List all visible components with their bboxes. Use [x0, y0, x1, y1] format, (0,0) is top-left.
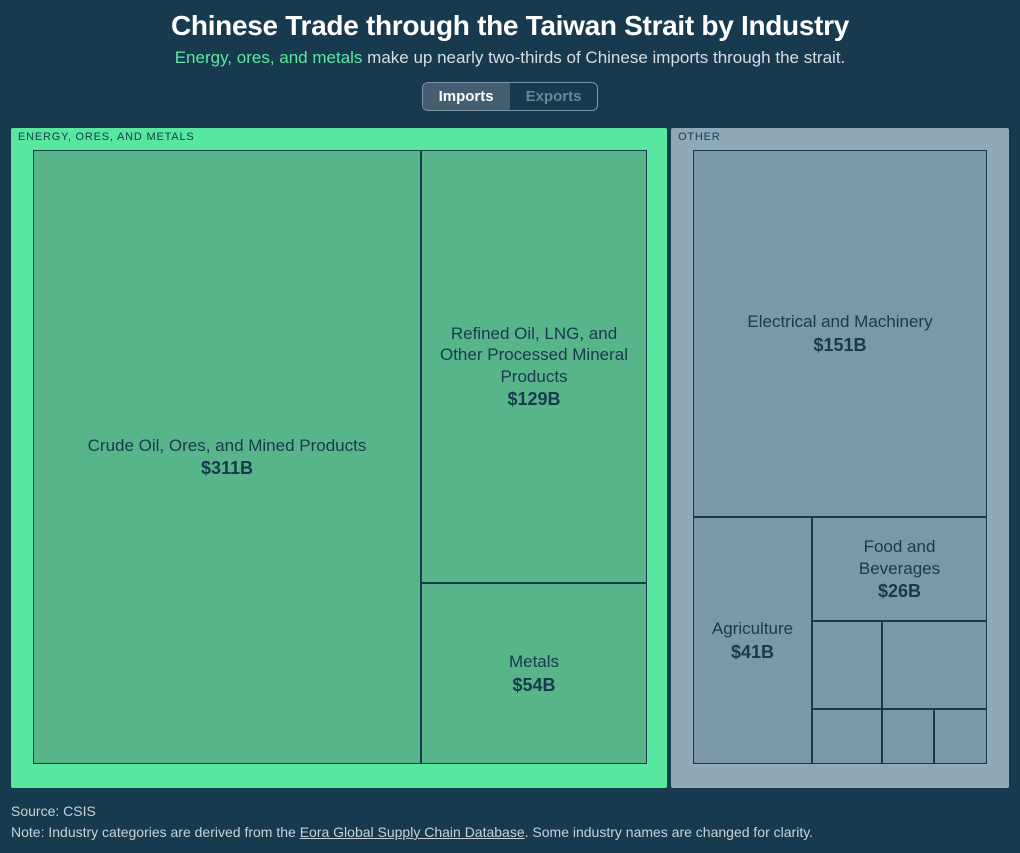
treemap: ENERGY, ORES, AND METALS Crude Oil, Ores,…	[11, 128, 1009, 788]
treemap-cell-agri[interactable]: Agriculture $41B	[693, 517, 812, 764]
treemap-cell-value: $129B	[507, 389, 560, 410]
treemap-cell-small4[interactable]	[934, 709, 987, 764]
tab-exports[interactable]: Exports	[510, 83, 598, 110]
footer-note-prefix: Note: Industry categories are derived fr…	[11, 824, 300, 840]
footer: Source: CSIS Note: Industry categories a…	[11, 801, 813, 843]
treemap-cell-label: Crude Oil, Ores, and Mined Products	[88, 435, 367, 456]
treemap-cell-elec[interactable]: Electrical and Machinery $151B	[693, 150, 987, 517]
treemap-cell-small2[interactable]	[882, 621, 987, 709]
treemap-cell-value: $151B	[813, 335, 866, 356]
treemap-cell-refined[interactable]: Refined Oil, LNG, and Other Processed Mi…	[421, 150, 647, 583]
treemap-group-label: ENERGY, ORES, AND METALS	[18, 131, 195, 143]
treemap-cell-label: Agriculture	[712, 618, 793, 639]
tab-group-wrap: Imports Exports	[0, 82, 1020, 111]
treemap-cell-value: $41B	[731, 642, 774, 663]
treemap-cell-food[interactable]: Food and Beverages$26B	[812, 517, 987, 621]
footer-source: Source: CSIS	[11, 801, 813, 822]
treemap-cell-small5[interactable]	[812, 709, 882, 764]
page-title: Chinese Trade through the Taiwan Strait …	[0, 0, 1020, 42]
treemap-cell-crude[interactable]: Crude Oil, Ores, and Mined Products$311B	[33, 150, 421, 764]
subtitle-rest: make up nearly two-thirds of Chinese imp…	[362, 48, 845, 67]
treemap-cell-label: Electrical and Machinery	[747, 311, 932, 332]
treemap-cell-small3[interactable]	[882, 709, 934, 764]
treemap-group-label: OTHER	[678, 131, 721, 143]
treemap-cell-small1[interactable]	[812, 621, 882, 709]
treemap-cell-label: Metals	[509, 651, 559, 672]
tab-imports[interactable]: Imports	[423, 83, 510, 110]
treemap-cell-label: Refined Oil, LNG, and Other Processed Mi…	[430, 323, 638, 387]
subtitle-highlight: Energy, ores, and metals	[175, 48, 363, 67]
treemap-cell-label: Food and Beverages	[821, 536, 978, 579]
footer-note: Note: Industry categories are derived fr…	[11, 822, 813, 843]
treemap-cell-value: $26B	[878, 581, 921, 602]
tab-group: Imports Exports	[422, 82, 599, 111]
chart-container: Chinese Trade through the Taiwan Strait …	[0, 0, 1020, 853]
treemap-cell-value: $311B	[201, 458, 253, 479]
footer-note-suffix: . Some industry names are changed for cl…	[525, 824, 813, 840]
footer-note-link[interactable]: Eora Global Supply Chain Database	[300, 824, 525, 840]
treemap-cell-metals[interactable]: Metals $54B	[421, 583, 647, 764]
subtitle: Energy, ores, and metals make up nearly …	[0, 48, 1020, 68]
treemap-cell-value: $54B	[512, 675, 555, 696]
